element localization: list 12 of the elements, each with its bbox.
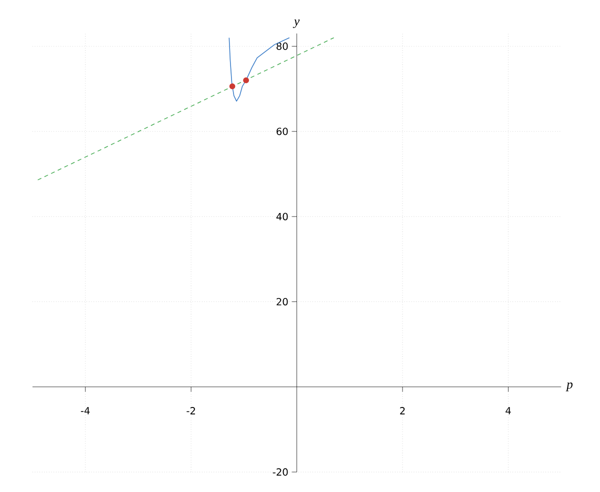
x-axis-title: p xyxy=(566,382,573,392)
y-tick-label: 40 xyxy=(276,212,288,220)
x-tick-label: -2 xyxy=(186,406,195,414)
y-tick-label: -20 xyxy=(272,468,288,476)
y-tick-label: 60 xyxy=(276,128,288,136)
y-tick-label: 80 xyxy=(276,42,288,50)
x-tick-label: 2 xyxy=(400,406,405,414)
x-tick-label: -4 xyxy=(80,406,90,414)
y-axis-title: y xyxy=(292,19,300,28)
line-series xyxy=(228,37,290,102)
y-tick-label: 20 xyxy=(276,298,288,306)
x-tick-label: 4 xyxy=(506,406,511,414)
